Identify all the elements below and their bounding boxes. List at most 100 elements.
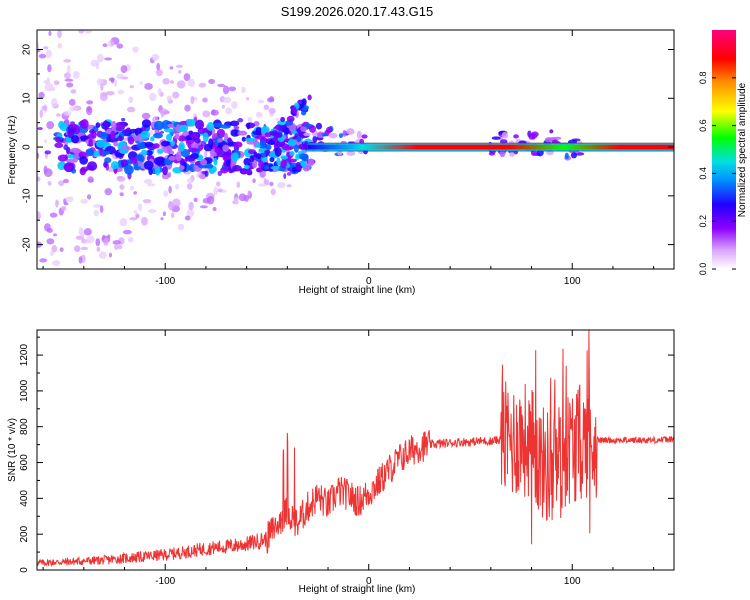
- spectrogram-blob: [549, 129, 554, 134]
- spectrogram-blob: [176, 124, 181, 130]
- spectrogram-blob: [230, 152, 239, 162]
- spectrogram-blob: [71, 135, 80, 144]
- colorbar-label: Normalized spectral amplitude: [737, 82, 748, 217]
- spectrogram-blob: [168, 155, 176, 161]
- spectrogram-blob: [184, 157, 196, 162]
- snr-x-axis: -100 0 100: [42, 330, 655, 587]
- spectrogram-blob: [72, 71, 80, 79]
- spectrogram-blob: [64, 78, 74, 82]
- spectrogram-blob: [163, 190, 169, 197]
- spectrogram-blob: [124, 164, 134, 175]
- spectrogram-blob: [162, 144, 173, 154]
- spectrogram-blob: [139, 81, 143, 85]
- spectrogram-blob: [47, 64, 52, 73]
- spectrogram-blob: [73, 245, 81, 253]
- spectrogram-blob: [187, 178, 193, 184]
- spectrogram-blob: [126, 106, 136, 113]
- spectrogram-blob: [135, 213, 140, 219]
- spectrogram-blob: [208, 78, 216, 84]
- spectrogram-blob: [68, 123, 79, 128]
- spectrogram-blob: [237, 130, 248, 136]
- spectrogram-blob: [63, 110, 72, 116]
- spectrogram-blob: [93, 209, 99, 217]
- spectrogram-blob: [63, 202, 69, 206]
- spectrogram-blob: [204, 149, 208, 159]
- spectrogram-blob: [96, 246, 101, 252]
- spectrogram-blob: [155, 69, 163, 77]
- spectrogram-blob: [261, 125, 270, 134]
- spectrogram-blob: [307, 94, 312, 101]
- spectrogram-blob: [193, 197, 198, 203]
- spectrogram-blob: [87, 161, 98, 171]
- spectrogram-blob: [80, 232, 85, 238]
- spectrogram-blob: [289, 151, 295, 157]
- spectrogram-blob: [488, 152, 496, 156]
- spectrogram-blob: [246, 122, 251, 130]
- spectrogram-blob: [192, 113, 198, 118]
- spectrogram-blob: [57, 30, 62, 39]
- snr-y-tick-label: 200: [19, 525, 30, 542]
- spectrogram-blob: [175, 183, 180, 190]
- spectrogram-blob: [243, 164, 250, 170]
- spectrogram-blob: [212, 207, 217, 212]
- spectrogram-blob: [105, 91, 115, 96]
- spectrogram-blob: [174, 134, 180, 140]
- spectrogram-blob: [178, 135, 186, 142]
- spectrogram-blob: [130, 157, 138, 164]
- spectrogram-blob: [156, 62, 161, 71]
- spectrogram-blob: [300, 126, 308, 132]
- spectrogram-blob: [145, 149, 153, 156]
- spectrogram-blob: [92, 204, 102, 208]
- spectrogram-blob: [46, 238, 55, 245]
- spectrogram-blob: [233, 125, 240, 130]
- spectrogram-blob: [164, 128, 175, 133]
- spectrogram-blob: [127, 236, 134, 243]
- spectrogram-blob: [80, 246, 89, 251]
- spectrogram-blob: [103, 161, 108, 168]
- spectrogram-blob: [129, 85, 135, 89]
- spectrogram-blob: [346, 128, 355, 135]
- spectrogram-blob: [176, 80, 186, 89]
- spectrogram-blob: [208, 138, 214, 148]
- spectrogram-blob: [269, 157, 275, 163]
- spectrogram-blob: [237, 118, 244, 123]
- colorbar-tick-label: 0.0: [698, 263, 708, 276]
- spectrogram-blob: [186, 183, 193, 190]
- spectrogram-y-axis: 20 10 0 -10 -20: [22, 44, 674, 270]
- spectrogram-blob: [37, 176, 41, 182]
- spectrogram-blob: [101, 150, 111, 155]
- spectrogram-blob: [300, 110, 307, 116]
- spectrogram-blob: [286, 171, 292, 176]
- spectrogram-blob: [231, 101, 238, 109]
- spectrogram-blob: [104, 57, 113, 61]
- spectrogram-blob: [243, 157, 251, 166]
- spectrogram-blob: [509, 152, 515, 157]
- spectrogram-blob: [184, 215, 191, 221]
- spectrogram-blob: [43, 165, 48, 174]
- spectrogram-blob: [287, 138, 297, 147]
- spectrogram-blob: [297, 143, 308, 150]
- spectrogram-blob: [296, 135, 301, 143]
- colorbar-tick-label: 0.6: [698, 119, 708, 132]
- spectrogram-blob: [274, 146, 282, 157]
- spectrogram-blob: [184, 104, 191, 112]
- spectrogram-blob: [268, 107, 276, 115]
- spectrogram-blob: [161, 119, 171, 130]
- snr-y-tick-label: 0: [19, 567, 30, 573]
- spectrogram-blob: [177, 223, 185, 231]
- spectrogram-blob: [564, 152, 569, 160]
- spectrogram-blob: [88, 138, 93, 147]
- spectrogram-blob: [116, 175, 123, 180]
- spectrogram-blob: [52, 260, 61, 267]
- spectrogram-blob: [195, 119, 205, 130]
- spectrogram-blob: [50, 87, 56, 91]
- spectrogram-blob: [103, 238, 109, 246]
- spectrogram-blob: [255, 167, 263, 173]
- spectrogram-blob: [151, 53, 160, 61]
- spectrogram-blob: [46, 121, 55, 130]
- spectrogram-blob: [119, 217, 128, 227]
- spectrogram-blob: [66, 65, 71, 74]
- spectrogram-blob: [162, 166, 168, 176]
- spectrogram-marks: [37, 30, 674, 267]
- spectrogram-y-tick-label: -10: [22, 188, 33, 203]
